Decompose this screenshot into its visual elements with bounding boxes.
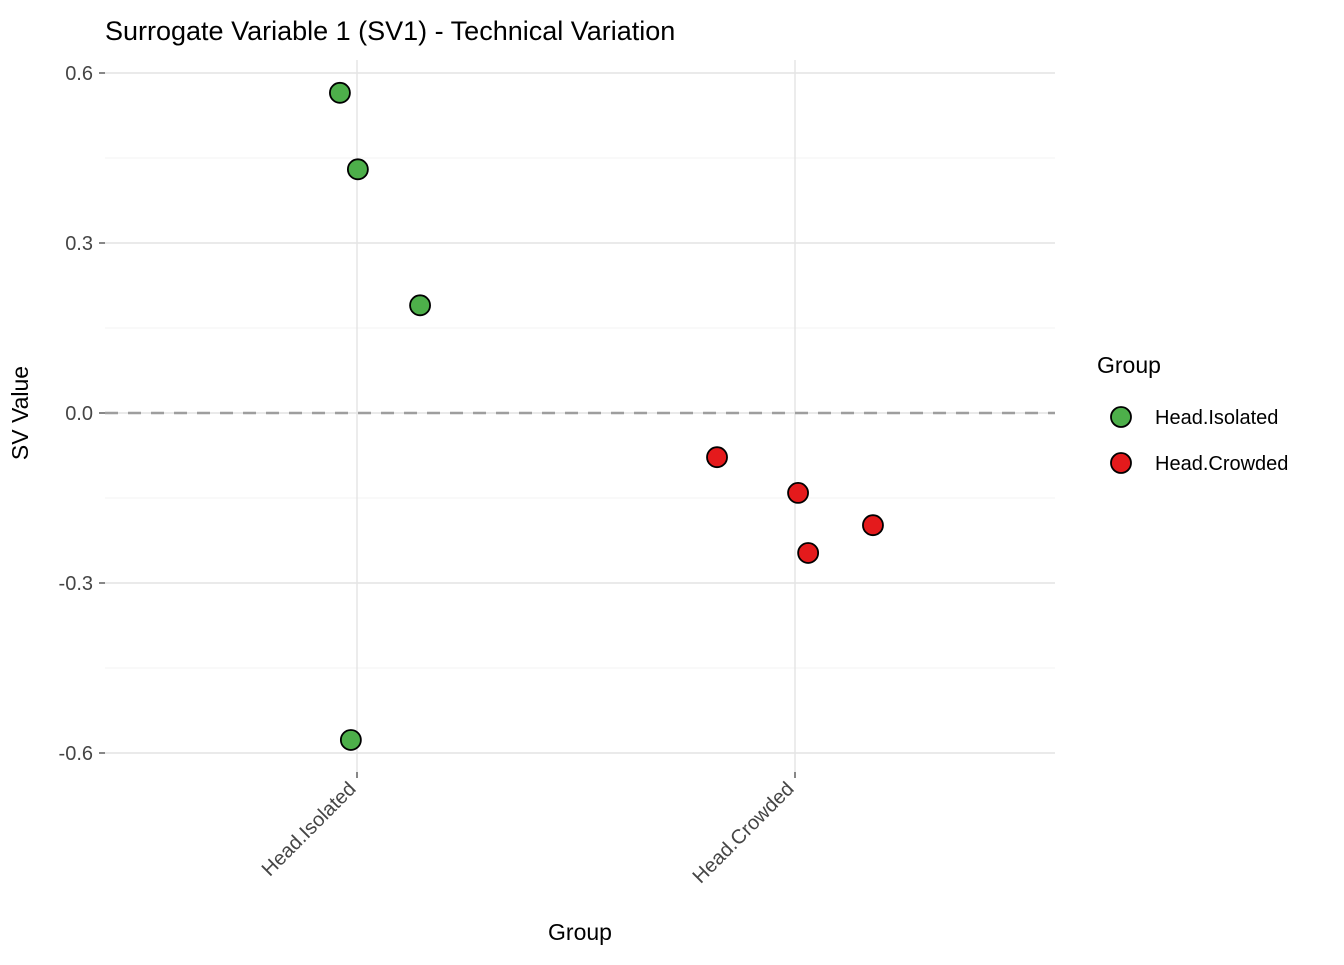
chart-title: Surrogate Variable 1 (SV1) - Technical V… [105,16,675,46]
data-point [797,542,820,564]
legend-label: Head.Crowded [1155,453,1288,475]
y-tick-label: 0.0 [65,403,93,425]
y-tick-label: -0.3 [59,573,93,595]
x-tick-label: Head.Crowded [689,778,799,888]
data-point [339,729,362,751]
y-tick-label: 0.6 [65,63,93,85]
legend-swatch [1110,452,1132,474]
data-point [787,482,809,504]
data-point [862,514,884,537]
legend-label: Head.Isolated [1155,407,1278,429]
x-axis-title: Group [548,919,612,945]
y-tick-label: 0.3 [65,233,93,255]
legend: Group Head.Isolated Head.Crowded [1097,352,1288,475]
data-point [346,158,369,181]
data-point [706,446,728,469]
x-tick-label: Head.Isolated [258,778,361,881]
axis-ticks: 0.6 0.3 0.0 -0.3 -0.6 Head.Isolated Head.Crowd… [59,63,799,888]
data-point [329,81,351,104]
data-points [329,81,884,751]
legend-swatch [1110,406,1132,428]
y-tick-label: -0.6 [59,743,93,765]
gridlines [105,60,1055,772]
data-point [409,294,431,317]
y-axis-title: SV Value [7,366,33,460]
legend-items: Head.Isolated Head.Crowded [1110,406,1288,475]
legend-title: Group [1097,352,1161,378]
